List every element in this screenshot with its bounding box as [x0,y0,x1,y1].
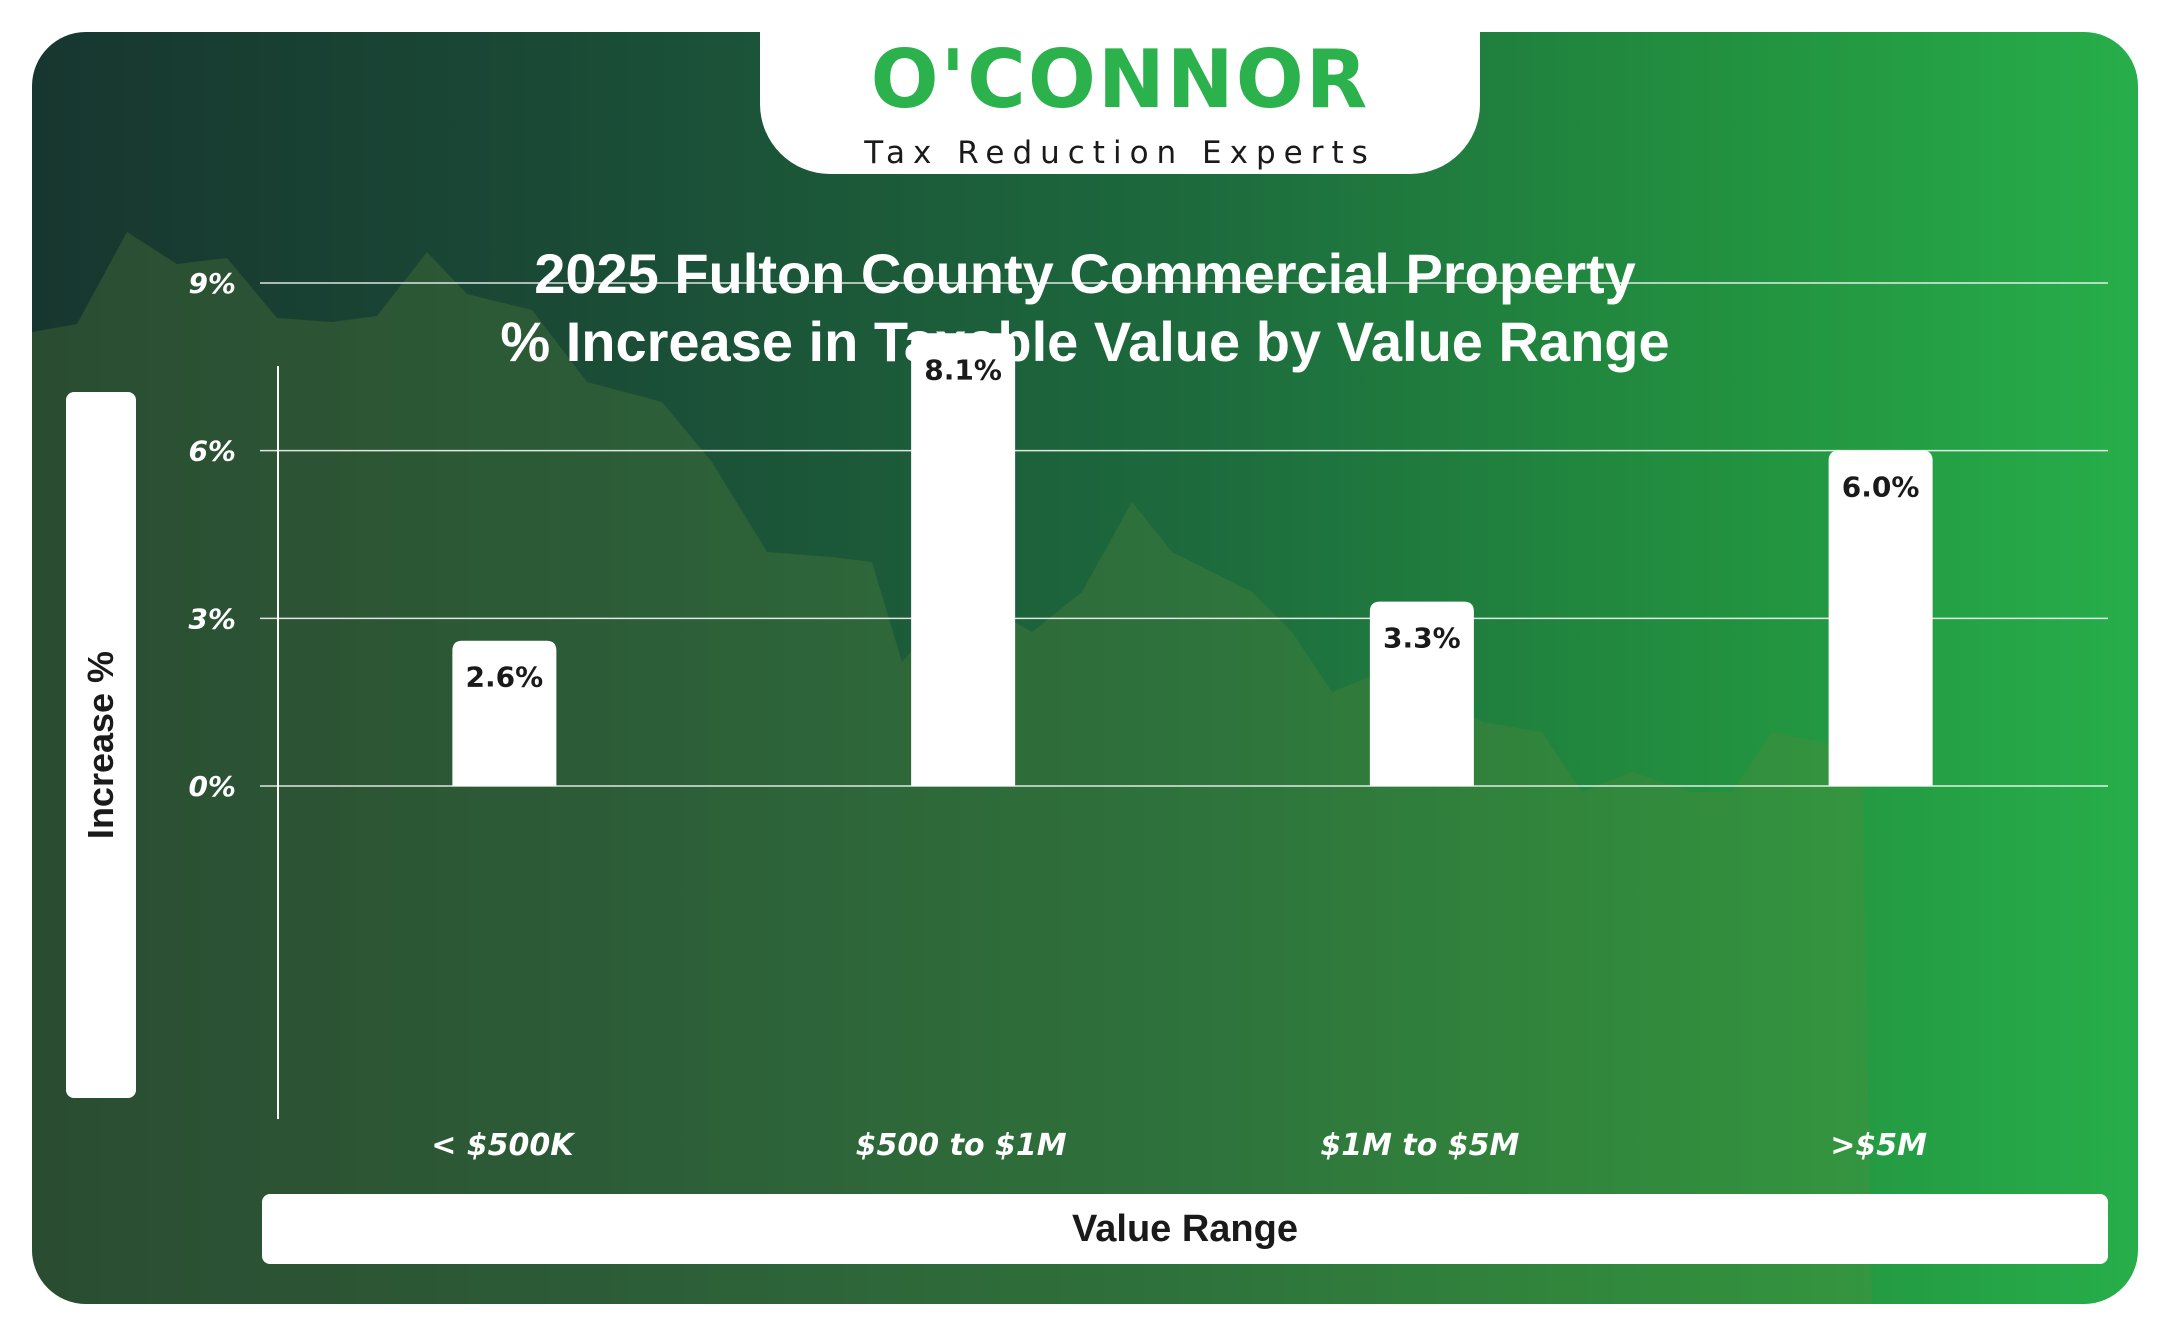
x-tick-label: < $500K [431,1128,576,1163]
x-tick-label: $500 to $1M [856,1128,1067,1163]
y-axis-label-box: Increase % [66,392,136,1098]
oconnor-logo: O'CONNOR [870,33,1370,126]
data-label: 3.3% [1383,622,1461,655]
logo-tab: O'CONNOR Tax Reduction Experts [760,32,1480,174]
chart-title: 2025 Fulton County Commercial Property [534,242,1636,305]
bar [452,640,557,786]
y-tick-label: 6% [188,435,236,468]
data-label: 2.6% [466,661,544,694]
y-tick-label: 3% [188,602,236,635]
data-label: 8.1% [924,353,1002,386]
x-axis-label: Value Range [1072,1208,1298,1250]
bar-chart: 0% 3% 6% 9% 2.6% < $500K 8.1% $500 to $1M 3.3% $1… [188,267,2108,1163]
logo-tagline: Tax Reduction Experts [864,135,1376,171]
y-tick-label: 0% [188,770,236,803]
data-label: 6.0% [1842,471,1920,504]
chart-subtitle: % Increase in Taxable Value by Value Ran… [500,310,1670,373]
chart-card: O'CONNOR Tax Reduction Experts 2025 Fult… [32,32,2138,1304]
bar [1369,601,1474,786]
x-tick-label: $1M to $5M [1320,1128,1519,1163]
bar [1828,450,1933,786]
x-tick-label: >$5M [1830,1128,1927,1163]
bar [911,333,1016,786]
x-axis-label-box: Value Range [262,1194,2108,1264]
y-tick-label: 9% [188,267,236,300]
